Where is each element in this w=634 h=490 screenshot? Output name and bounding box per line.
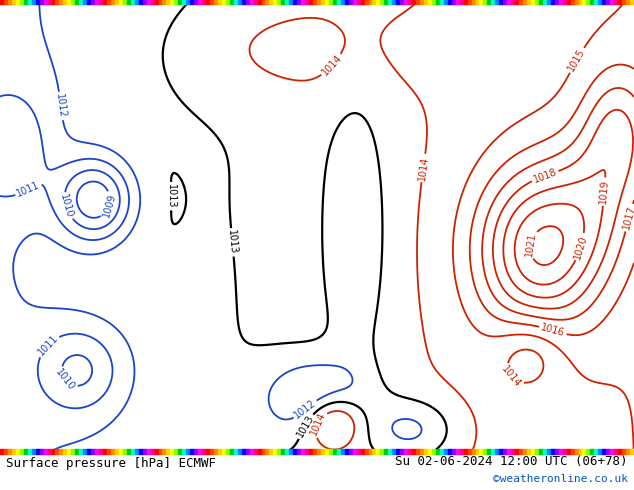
Text: 1015: 1015 [566, 47, 587, 74]
Text: ©weatheronline.co.uk: ©weatheronline.co.uk [493, 474, 628, 484]
Text: 1012: 1012 [55, 93, 67, 119]
Text: Surface pressure [hPa] ECMWF: Surface pressure [hPa] ECMWF [6, 457, 216, 470]
Text: 1016: 1016 [540, 322, 566, 339]
Text: 1014: 1014 [500, 364, 523, 389]
Text: Su 02-06-2024 12:00 UTC (06+78): Su 02-06-2024 12:00 UTC (06+78) [395, 455, 628, 467]
Text: 1014: 1014 [320, 53, 344, 78]
Text: 1021: 1021 [524, 232, 538, 258]
Text: 1009: 1009 [101, 192, 117, 219]
Text: 1010: 1010 [54, 367, 77, 392]
Text: 1010: 1010 [58, 193, 74, 220]
Text: 1013: 1013 [226, 230, 238, 255]
Text: 1013: 1013 [166, 184, 176, 208]
Text: 1019: 1019 [598, 179, 611, 204]
Text: 1012: 1012 [292, 398, 318, 420]
Text: 1020: 1020 [573, 234, 589, 260]
Text: 1017: 1017 [621, 204, 634, 231]
Text: 1013: 1013 [295, 413, 316, 439]
Text: 1018: 1018 [532, 167, 559, 185]
Text: 1011: 1011 [36, 333, 60, 358]
Text: 1011: 1011 [15, 180, 42, 199]
Text: 1014: 1014 [417, 155, 430, 181]
Text: 1014: 1014 [308, 411, 327, 437]
